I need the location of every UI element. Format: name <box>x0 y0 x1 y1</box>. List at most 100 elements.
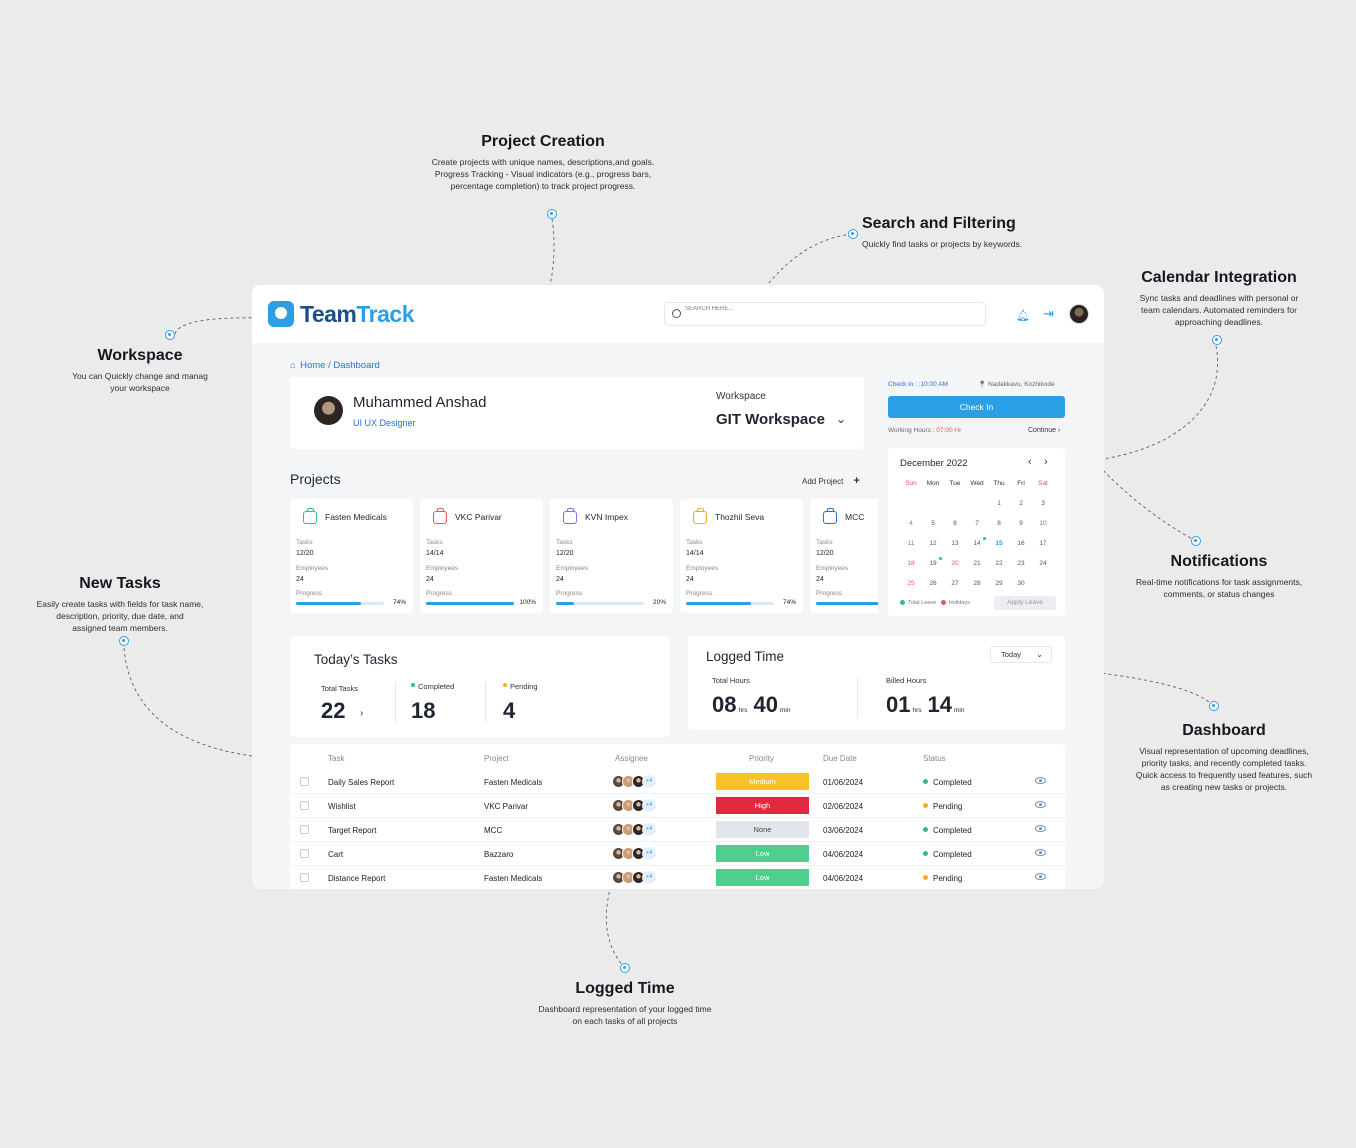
eye-icon[interactable] <box>1035 849 1046 856</box>
calendar-day[interactable]: 12 <box>929 540 937 547</box>
calendar-day[interactable]: 26 <box>929 580 937 587</box>
logo[interactable]: TeamTrack <box>300 301 414 328</box>
time-filter-dropdown[interactable]: Today ⌄ <box>990 646 1052 663</box>
calendar-day[interactable]: 29 <box>995 580 1003 587</box>
calendar-day[interactable]: 3 <box>1041 500 1045 507</box>
calendar-day[interactable]: 20 <box>951 560 959 567</box>
status-text: Completed <box>933 778 972 787</box>
priority-badge: High <box>716 797 809 814</box>
table-row[interactable]: Wishlist VKC Parivar +4 High 02/06/2024 Pendi… <box>290 794 1065 818</box>
pending-label: Pending <box>503 682 538 691</box>
calendar-day[interactable]: 21 <box>973 560 981 567</box>
calendar-day[interactable]: 15 <box>995 540 1003 547</box>
assignee-group[interactable]: +4 <box>612 823 662 837</box>
continue-link[interactable]: Continue › <box>1028 427 1061 434</box>
project-card[interactable]: VKC Parivar Tasks 14/14 Employees 24 Progress… <box>420 499 543 613</box>
header-priority[interactable]: Priority <box>749 754 774 763</box>
eye-icon[interactable] <box>1035 777 1046 784</box>
assignee-group[interactable]: +4 <box>612 871 662 885</box>
workspace-selector[interactable]: GIT Workspace <box>716 411 825 428</box>
header-due-date[interactable]: Due Date <box>823 754 857 763</box>
header-assignee[interactable]: Assignee <box>615 754 648 763</box>
billed-hrs: 01 <box>886 692 911 717</box>
table-row[interactable]: Distance Report Fasten Medicals +4 Low 04/06… <box>290 866 1065 889</box>
table-row[interactable]: Target Report MCC +4 None 03/06/2024 Complete… <box>290 818 1065 842</box>
project-card[interactable]: MCC Tasks 12/20 Employees 24 Progress <box>810 499 878 613</box>
calendar-day[interactable]: 23 <box>1017 560 1025 567</box>
calendar-day[interactable]: 18 <box>907 560 915 567</box>
workspace-marker <box>165 330 175 340</box>
calendar-day[interactable]: 10 <box>1039 520 1047 527</box>
assignee-group[interactable]: +4 <box>612 847 662 861</box>
tasks-label: Tasks <box>556 539 573 546</box>
progress-fill <box>686 602 752 605</box>
bell-icon[interactable]: 🔔︎ <box>1016 310 1030 322</box>
progress-fill <box>426 602 514 605</box>
eye-icon[interactable] <box>1035 825 1046 832</box>
calendar-card: December 2022 ‹ › Sun Mon Tue Wed Thu Fri Sat 1… <box>888 448 1065 616</box>
calendar-month: December 2022 <box>900 458 968 469</box>
header-status[interactable]: Status <box>923 754 946 763</box>
header-project[interactable]: Project <box>484 754 509 763</box>
calendar-day[interactable]: 6 <box>953 520 957 527</box>
chevron-left-icon[interactable]: ‹ <box>1028 456 1032 468</box>
calendar-day[interactable]: 9 <box>1019 520 1023 527</box>
task-name: Daily Sales Report <box>328 778 395 787</box>
calendar-day[interactable]: 5 <box>931 520 935 527</box>
row-checkbox[interactable] <box>300 873 309 882</box>
calendar-day[interactable]: 22 <box>995 560 1003 567</box>
desc-line: Visual representation of upcoming deadli… <box>1139 746 1309 756</box>
calendar-day[interactable]: 1 <box>997 500 1001 507</box>
row-checkbox[interactable] <box>300 849 309 858</box>
project-name: Thozhil Seva <box>715 512 765 522</box>
employees-value: 24 <box>686 576 694 583</box>
table-row[interactable]: Cart Bazzaro +4 Low 04/06/2024 Completed <box>290 842 1065 866</box>
total-tasks-value[interactable]: 22 <box>321 698 346 723</box>
assignee-group[interactable]: +4 <box>612 775 662 789</box>
calendar-day[interactable]: 8 <box>997 520 1001 527</box>
row-checkbox[interactable] <box>300 777 309 786</box>
desc-line: Real-time notifications for task assignm… <box>1135 577 1303 587</box>
header-task[interactable]: Task <box>328 754 345 763</box>
add-project-button[interactable]: Add Project + <box>802 475 860 487</box>
search-box[interactable] <box>664 302 986 326</box>
calendar-day[interactable]: 27 <box>951 580 959 587</box>
calendar-day[interactable]: 17 <box>1039 540 1047 547</box>
check-in-button[interactable]: Check In <box>888 396 1065 418</box>
calendar-day[interactable]: 30 <box>1017 580 1025 587</box>
calendar-day[interactable]: 2 <box>1019 500 1023 507</box>
status-text: Completed <box>933 850 972 859</box>
progress-bar <box>686 602 774 605</box>
assignee-group[interactable]: +4 <box>612 799 662 813</box>
table-row[interactable]: Daily Sales Report Fasten Medicals +4 Mediu… <box>290 770 1065 794</box>
weekday-label: Fri <box>1017 480 1025 487</box>
calendar-day[interactable]: 19 <box>922 557 944 569</box>
calendar-day[interactable]: 14 <box>966 537 988 549</box>
calendar-day[interactable]: 28 <box>973 580 981 587</box>
calendar-day[interactable]: 7 <box>975 520 979 527</box>
eye-icon[interactable] <box>1035 801 1046 808</box>
row-checkbox[interactable] <box>300 825 309 834</box>
employees-label: Employees <box>816 565 849 572</box>
project-card[interactable]: Fasten Medicals Tasks 12/20 Employees 24 Prog… <box>290 499 413 613</box>
calendar-day[interactable]: 4 <box>909 520 913 527</box>
breadcrumb-home[interactable]: Home <box>300 360 326 371</box>
calendar-day[interactable]: 16 <box>1017 540 1025 547</box>
user-avatar[interactable] <box>1069 304 1089 324</box>
chevron-down-icon[interactable]: ⌄ <box>836 412 847 426</box>
eye-icon[interactable] <box>1035 873 1046 880</box>
row-checkbox[interactable] <box>300 801 309 810</box>
project-card[interactable]: Thozhil Seva Tasks 14/14 Employees 24 Progres… <box>680 499 803 613</box>
chevron-right-icon[interactable]: › <box>360 708 364 719</box>
total-hours-label: Total Hours <box>712 676 750 685</box>
calendar-day[interactable]: 25 <box>907 580 915 587</box>
divider <box>857 678 858 718</box>
search-input[interactable] <box>685 306 965 312</box>
calendar-day[interactable]: 13 <box>951 540 959 547</box>
calendar-day[interactable]: 24 <box>1039 560 1047 567</box>
chevron-right-icon[interactable]: › <box>1044 456 1048 468</box>
apply-leave-button[interactable]: Apply Leave <box>994 596 1056 610</box>
calendar-day[interactable]: 11 <box>907 540 915 547</box>
logout-icon[interactable]: ⇥ <box>1043 306 1054 321</box>
project-card[interactable]: KVN Impex Tasks 12/20 Employees 24 Progress 20… <box>550 499 673 613</box>
